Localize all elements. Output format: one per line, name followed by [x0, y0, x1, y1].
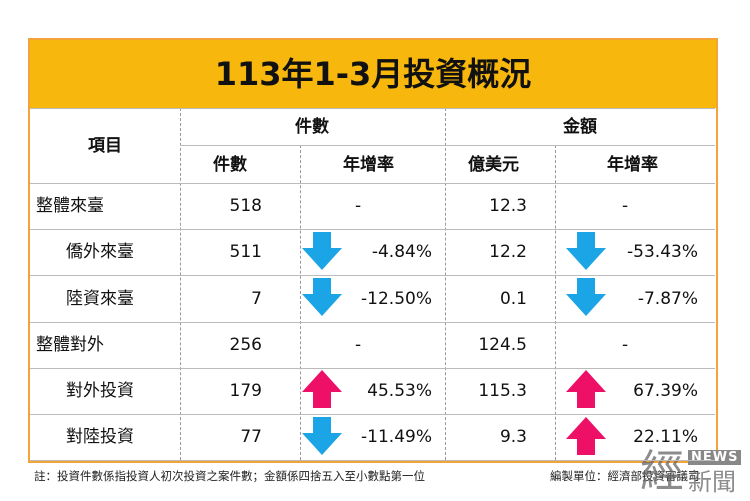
- count: 518: [229, 196, 262, 217]
- header-amount-group: 金額: [563, 117, 597, 137]
- count: 511: [229, 242, 262, 263]
- v-line: [300, 145, 301, 460]
- amount-yoy: 22.11%: [633, 427, 698, 448]
- h-line: [30, 321, 715, 323]
- h-line: [30, 367, 715, 369]
- amount: 115.3: [478, 380, 527, 401]
- down-arrow: [566, 278, 606, 316]
- amount-yoy: 67.39%: [633, 380, 698, 401]
- h-line: [30, 108, 715, 109]
- count: 7: [251, 288, 262, 309]
- count: 77: [240, 427, 262, 448]
- amount: 124.5: [478, 334, 527, 355]
- h-line: [180, 145, 715, 146]
- amount: 12.2: [489, 242, 527, 263]
- amount-yoy: -53.43%: [627, 242, 698, 263]
- logo-news: NEWS: [688, 450, 742, 465]
- compiler: 編製單位：經濟部投資審議司: [550, 469, 700, 483]
- header-count-yoy: 年增率: [343, 155, 394, 175]
- amount-yoy: -: [622, 334, 629, 355]
- row-label: 僑外來臺: [66, 242, 134, 263]
- count-yoy: -12.50%: [361, 288, 432, 309]
- logo-main: 經: [640, 446, 684, 497]
- amount: 9.3: [499, 427, 527, 448]
- h-line: [30, 275, 715, 277]
- h-line: [30, 183, 715, 184]
- row-label: 整體來臺: [36, 196, 104, 217]
- down-arrow: [302, 417, 342, 455]
- count-yoy: -4.84%: [371, 242, 432, 263]
- up-arrow: [302, 370, 342, 408]
- h-line: [30, 229, 715, 231]
- row-label: 對外投資: [66, 380, 134, 401]
- logo: 經 NEWS 新聞: [640, 446, 745, 498]
- up-arrow: [566, 370, 606, 408]
- note: 註：投資件數係指投資人初次投資之案件數；金額係四捨五入至小數點第一位: [34, 469, 425, 483]
- amount: 12.3: [489, 196, 527, 217]
- h-line: [30, 460, 715, 462]
- header-item: 項目: [88, 136, 122, 156]
- count: 179: [229, 380, 262, 401]
- count-yoy: -: [355, 196, 362, 217]
- header-amount: 億美元: [468, 155, 519, 175]
- amount-yoy: -: [622, 196, 629, 217]
- down-arrow: [302, 232, 342, 270]
- amount: 0.1: [499, 288, 527, 309]
- up-arrow: [566, 417, 606, 455]
- amount-yoy: -7.87%: [637, 288, 698, 309]
- row-label: 整體對外: [36, 334, 104, 355]
- row-label: 對陸投資: [66, 427, 134, 448]
- v-line: [180, 108, 181, 460]
- header-count-group: 件數: [295, 117, 329, 137]
- row-label: 陸資來臺: [66, 288, 134, 309]
- h-line: [30, 414, 715, 415]
- count-yoy: -11.49%: [361, 427, 432, 448]
- logo-sub: 新聞: [688, 468, 736, 496]
- down-arrow: [566, 232, 606, 270]
- count-yoy: -: [355, 334, 362, 355]
- v-line: [445, 108, 446, 460]
- count-yoy: 45.53%: [367, 380, 432, 401]
- frame: [28, 38, 718, 463]
- down-arrow: [302, 278, 342, 316]
- v-line: [555, 145, 556, 460]
- title: 113年1-3月投資概況: [30, 40, 716, 108]
- header-amount-yoy: 年增率: [607, 155, 658, 175]
- header-count: 件數: [213, 155, 247, 175]
- count: 256: [229, 334, 262, 355]
